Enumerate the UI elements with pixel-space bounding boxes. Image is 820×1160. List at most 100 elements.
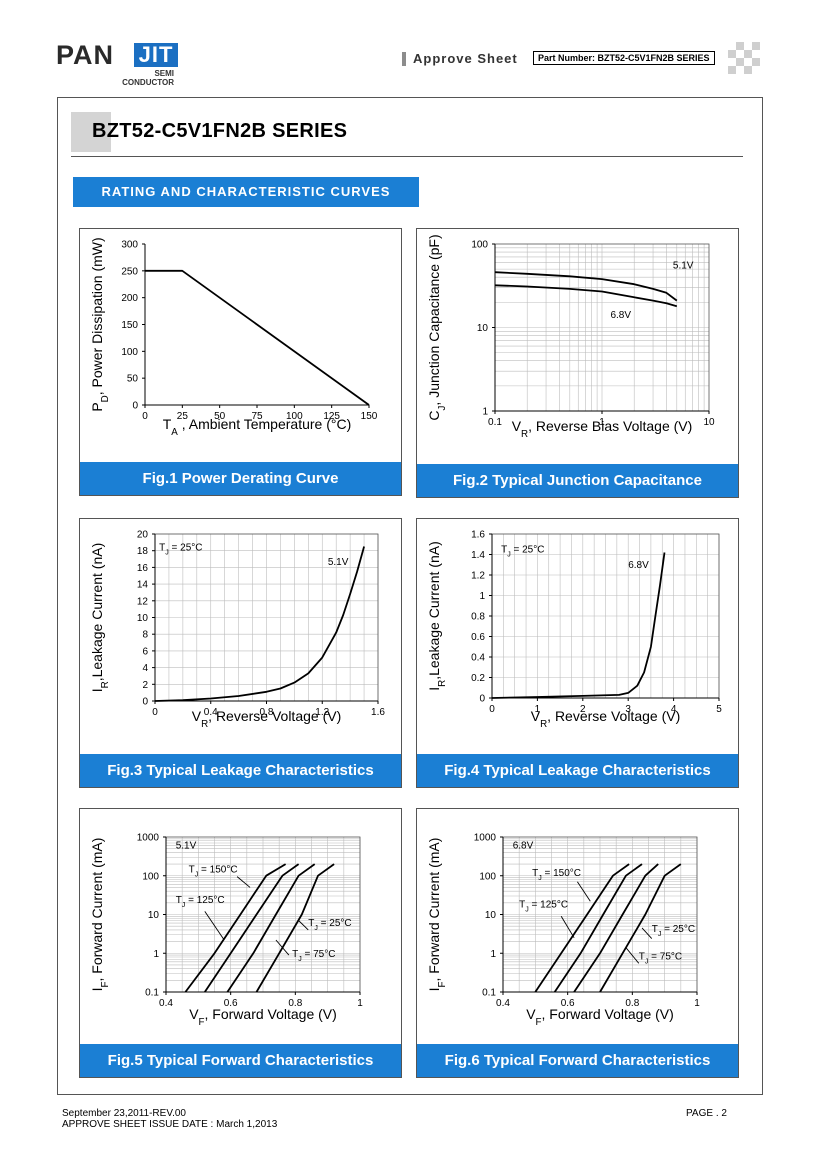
fig3-chart: 0 0.4 0.8 1.2 1.6 0 2 4 6 8 10 12 14 16 18 20 VR, Revers… <box>89 530 385 730</box>
fig1-ytick-label: 50 <box>127 374 139 385</box>
fig4-series-0-line <box>491 552 666 699</box>
fig2-panel: 0.1 1 10 1 10 100 VR, Reverse Bias Voltage (V)… <box>416 228 739 498</box>
issue-date: APPROVE SHEET ISSUE DATE : March 1,2013 <box>62 1119 278 1130</box>
fig5-ytick-label: 1000 <box>137 833 160 844</box>
fig4-panel: 0 1 2 3 4 5 0 0.2 0.4 0.6 0.8 1 1.2 1.4 1.6 VR, Reverse… <box>416 518 739 788</box>
fig2-xtick-label: 10 <box>703 417 715 428</box>
fig1-xtick-label: 100 <box>286 411 303 422</box>
fig6-leader-lines <box>560 881 653 964</box>
fig1-ytick-label: 200 <box>121 293 138 304</box>
fig3-ytick-label: 12 <box>137 596 149 607</box>
fig6-chart: 0.4 0.6 0.8 1 0.1 1 10 100 1000 VF, Forward Volta… <box>426 833 700 1028</box>
fig6-ytick-label: 1 <box>490 949 496 960</box>
fig2-x-axis-title: VR, Reverse Bias Voltage (V) <box>512 418 693 440</box>
fig5-series-0-line <box>184 863 287 993</box>
fig2-ytick-label: 100 <box>471 240 488 251</box>
fig4-annotation: 6.8V <box>628 560 649 571</box>
fig4-grid <box>491 533 720 699</box>
logo-wordmark: PAN <box>56 40 115 70</box>
fig6-xtick-label: 0.6 <box>561 998 575 1009</box>
fig1-caption: Fig.1 Power Derating Curve <box>80 462 401 495</box>
approve-sheet-label: Approve Sheet <box>413 51 518 66</box>
fig3-caption: Fig.3 Typical Leakage Characteristics <box>80 754 401 787</box>
fig5-xtick-label: 1 <box>357 998 363 1009</box>
fig6-ytick-label: 10 <box>485 910 497 921</box>
fig1-ytick-label: 100 <box>121 347 138 358</box>
page-number: PAGE . 2 <box>686 1108 727 1119</box>
fig6-caption: Fig.6 Typical Forward Characteristics <box>417 1044 738 1077</box>
fig5-caption: Fig.5 Typical Forward Characteristics <box>80 1044 401 1077</box>
fig4-ytick-label: 0.8 <box>471 612 485 623</box>
fig6-leader-line <box>625 947 640 964</box>
fig6-ytick-label: 100 <box>479 871 496 882</box>
fig6-series-0-line <box>534 863 630 993</box>
fig2-xtick-label: 0.1 <box>488 417 502 428</box>
fig3-ytick-label: 0 <box>142 697 148 708</box>
fig3-annotation: 5.1V <box>328 557 349 568</box>
part-number-box: Part Number: BZT52-C5V1FN2B SERIES <box>533 51 715 65</box>
fig6-series-1-line <box>553 863 643 993</box>
fig2-series-1-line <box>494 284 678 308</box>
page-frame <box>57 97 763 1095</box>
fig1-xtick-label: 150 <box>361 411 378 422</box>
fig1-ytick-label: 300 <box>121 240 138 251</box>
fig5-xtick-label: 0.8 <box>288 998 302 1009</box>
fig3-ytick-label: 10 <box>137 613 149 624</box>
fig5-leader-line <box>204 911 225 941</box>
approve-bar-icon <box>402 52 406 66</box>
fig3-annotation: TJ = 25°C <box>159 543 202 557</box>
fig6-xtick-label: 1 <box>694 998 700 1009</box>
fig2-y-axis-title: CJ, Junction Capacitance (pF) <box>426 234 448 420</box>
fig4-caption: Fig.4 Typical Leakage Characteristics <box>417 754 738 787</box>
fig1-panel: 0 25 50 75 100 125 150 0 50 100 150 200 250 300 TA , A… <box>79 228 402 496</box>
fig1-ytick-label: 250 <box>121 266 138 277</box>
page-title: BZT52-C5V1FN2B SERIES <box>92 120 348 142</box>
fig6-xtick-label: 0.8 <box>625 998 639 1009</box>
fig4-ytick-label: 1.2 <box>471 571 485 582</box>
fig4-x-axis-title: VR, Reverse Voltage (V) <box>531 708 680 730</box>
fig3-ytick-label: 16 <box>137 563 149 574</box>
fig6-annotation: TJ = 125°C <box>519 900 568 914</box>
fig3-ytick-label: 6 <box>142 646 148 657</box>
logo-subtitle: SEMI CONDUCTOR <box>122 69 174 87</box>
fig3-panel: 0 0.4 0.8 1.2 1.6 0 2 4 6 8 10 12 14 16 18 20 VR, Revers… <box>79 518 402 788</box>
fig3-ytick-label: 2 <box>142 680 148 691</box>
fig3-ytick-label: 14 <box>137 580 149 591</box>
fig4-y-axis-title: IR,Leakage Current (nA) <box>426 541 448 691</box>
fig5-leader-line <box>298 920 309 931</box>
fig4-chart: 0 1 2 3 4 5 0 0.2 0.4 0.6 0.8 1 1.2 1.4 1.6 VR, Reverse… <box>426 530 722 730</box>
fig6-grid <box>502 837 698 993</box>
fig6-ytick-label: 0.1 <box>482 988 496 999</box>
fig2-caption: Fig.2 Typical Junction Capacitance <box>417 464 738 497</box>
fig3-ytick-label: 4 <box>142 663 148 674</box>
checker-decoration-icon <box>728 42 764 78</box>
fig4-xtick-label: 2 <box>580 704 586 715</box>
title-divider <box>71 156 743 157</box>
fig5-x-axis-title: VF, Forward Voltage (V) <box>189 1006 337 1028</box>
fig1-chart: 0 25 50 75 100 125 150 0 50 100 150 200 250 300 TA , A… <box>89 237 378 438</box>
fig4-ytick-label: 1.4 <box>471 550 485 561</box>
fig5-ytick-label: 1 <box>153 949 159 960</box>
fig2-annotation: 6.8V <box>610 310 631 321</box>
logo-accent: JIT <box>134 43 178 67</box>
fig6-annotation: TJ = 25°C <box>652 924 695 938</box>
fig5-xtick-label: 0.4 <box>159 998 173 1009</box>
fig5-series-3-line <box>255 863 335 993</box>
fig6-annotation: TJ = 75°C <box>639 951 682 965</box>
section-title: RATING AND CHARACTERISTIC CURVES <box>73 177 419 207</box>
fig3-xtick-label: 1.2 <box>315 707 329 718</box>
panjit-logo: PAN JIT SEMI CONDUCTOR <box>56 40 180 87</box>
fig6-leader-line <box>560 916 575 939</box>
fig6-series-3-line <box>599 863 682 993</box>
fig4-ytick-label: 1 <box>479 591 485 602</box>
fig2-annotation: 5.1V <box>673 260 694 271</box>
fig4-xtick-label: 0 <box>489 704 495 715</box>
fig6-ytick-label: 1000 <box>474 833 497 844</box>
fig6-xtick-label: 0.4 <box>496 998 510 1009</box>
fig2-ytick-label: 10 <box>477 323 489 334</box>
fig1-x-axis-title: TA , Ambient Temperature (°C) <box>163 416 352 438</box>
fig3-ytick-label: 18 <box>137 546 149 557</box>
fig5-annotation: TJ = 25°C <box>308 918 351 932</box>
fig6-x-axis-title: VF, Forward Voltage (V) <box>526 1006 674 1028</box>
